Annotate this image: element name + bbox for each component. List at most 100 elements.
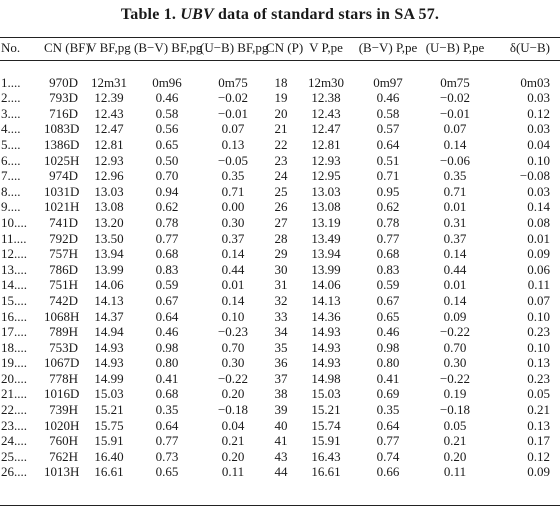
cell-bv-p: 0.41	[376, 370, 400, 386]
cell-cn-p: 39	[274, 402, 288, 418]
cell-bv-bf: 0.83	[155, 261, 179, 277]
cell-cn-p: 18	[274, 74, 288, 90]
cell-bv-p: 0.57	[376, 121, 400, 137]
cell-bv-p: 0.71	[376, 168, 400, 184]
cell-ub-p: 0.37	[443, 230, 467, 246]
header-rule	[0, 60, 560, 61]
cell-v-bf: 13.99	[94, 261, 124, 277]
cell-v-p: 12.38	[311, 90, 341, 106]
cell-bv-bf: 0.94	[155, 183, 179, 199]
cell-v-p: 16.43	[311, 448, 341, 464]
cell-ub-bf: 0.20	[221, 448, 245, 464]
cell-row-number: 20....	[1, 370, 27, 386]
table-row: 7.... 974D 12.96 0.70 0.35 24 12.95 0.71 0.35 −0.…	[0, 168, 560, 184]
cell-ub-p: 0.35	[443, 168, 467, 184]
cell-ub-p: −0.18	[439, 402, 471, 418]
cell-cn-bf: 742D	[49, 292, 78, 308]
cell-v-bf: 12.47	[94, 121, 124, 137]
cell-row-number: 16....	[1, 308, 27, 324]
cell-ub-p: 0.14	[443, 246, 467, 262]
cell-cn-bf: 1083D	[44, 121, 80, 137]
cell-ub-p: 0.31	[443, 214, 467, 230]
cell-row-number: 26....	[1, 464, 27, 480]
cell-row-number: 5....	[1, 136, 21, 152]
cell-v-p: 12.93	[311, 152, 341, 168]
cell-bv-p: 0.58	[376, 105, 400, 121]
cell-v-p: 12.47	[311, 121, 341, 137]
cell-ub-p: −0.06	[439, 152, 471, 168]
cell-bv-bf: 0.59	[155, 277, 179, 293]
cell-cn-p: 21	[274, 121, 288, 137]
cell-ub-bf: 0.07	[221, 121, 245, 137]
cell-row-number: 23....	[1, 417, 27, 433]
cell-v-p: 13.03	[311, 183, 341, 199]
cell-bv-bf: 0.64	[155, 417, 179, 433]
cell-bv-bf: 0.50	[155, 152, 179, 168]
col-header-ub-bf: (U−B) BF,pg	[200, 40, 269, 56]
col-header-delta-ub: δ(U−B)	[509, 40, 550, 56]
cell-ub-bf: 0.44	[221, 261, 245, 277]
cell-bv-bf: 0.46	[155, 90, 179, 106]
cell-v-p: 15.03	[311, 386, 341, 402]
cell-bv-p: 0.69	[376, 386, 400, 402]
cell-ub-bf: 0.14	[221, 292, 245, 308]
cell-delta-ub: 0m03	[520, 74, 550, 90]
cell-row-number: 1....	[1, 74, 21, 90]
cell-bv-bf: 0.65	[155, 464, 179, 480]
cell-v-p: 14.98	[311, 370, 341, 386]
cell-bv-bf: 0m96	[152, 74, 182, 90]
table-row: 22.... 739H 15.21 0.35 −0.18 39 15.21 0.35 −0.18…	[0, 402, 560, 418]
cell-row-number: 4....	[1, 121, 21, 137]
cell-ub-p: 0.71	[443, 183, 467, 199]
cell-delta-ub: 0.03	[527, 90, 550, 106]
table-row: 1.... 970D 12m31 0m96 0m75 18 12m30 0m97 0m75 0m0…	[0, 75, 560, 91]
cell-delta-ub: −0.08	[519, 168, 550, 184]
cell-delta-ub: 0.14	[527, 199, 550, 215]
col-header-v-bf: V BF,pg	[87, 40, 131, 56]
cell-v-p: 16.61	[311, 464, 341, 480]
cell-bv-p: 0.77	[376, 230, 400, 246]
cell-ub-bf: 0.21	[221, 433, 245, 449]
cell-cn-p: 27	[274, 214, 288, 230]
cell-cn-p: 34	[274, 324, 288, 340]
cell-v-bf: 14.37	[94, 308, 124, 324]
col-header-cn-p: CN (P)	[266, 40, 304, 56]
cell-v-bf: 16.61	[94, 464, 124, 480]
cell-v-p: 13.99	[311, 261, 341, 277]
cell-row-number: 11....	[1, 230, 27, 246]
cell-ub-bf: −0.22	[217, 370, 249, 386]
cell-bv-p: 0.78	[376, 214, 400, 230]
cell-bv-p: 0.35	[376, 402, 400, 418]
cell-cn-p: 37	[274, 370, 288, 386]
cell-ub-bf: 0.01	[221, 277, 245, 293]
cell-ub-p: 0.44	[443, 261, 467, 277]
cell-bv-p: 0.66	[376, 464, 400, 480]
cell-row-number: 6....	[1, 152, 21, 168]
table-row: 18.... 753D 14.93 0.98 0.70 35 14.93 0.98 0.70 0.…	[0, 340, 560, 356]
cell-delta-ub: 0.09	[527, 464, 550, 480]
cell-bv-p: 0.80	[376, 355, 400, 371]
cell-bv-p: 0.46	[376, 90, 400, 106]
cell-v-p: 13.19	[311, 214, 341, 230]
cell-delta-ub: 0.07	[527, 292, 550, 308]
cell-bv-p: 0.74	[376, 448, 400, 464]
cell-v-bf: 12.93	[94, 152, 124, 168]
cell-delta-ub: 0.17	[527, 433, 550, 449]
cell-cn-p: 32	[274, 292, 288, 308]
cell-bv-bf: 0.67	[155, 292, 179, 308]
cell-row-number: 13....	[1, 261, 27, 277]
cell-ub-bf: −0.23	[217, 324, 249, 340]
cell-v-bf: 12.39	[94, 90, 124, 106]
cell-cn-p: 38	[274, 386, 288, 402]
cell-v-bf: 13.03	[94, 183, 124, 199]
cell-bv-p: 0.62	[376, 199, 400, 215]
cell-row-number: 24....	[1, 433, 27, 449]
cell-cn-bf: 762H	[49, 448, 78, 464]
cell-v-p: 14.93	[311, 324, 341, 340]
cell-ub-bf: 0.20	[221, 386, 245, 402]
cell-ub-bf: 0.35	[221, 168, 245, 184]
cell-row-number: 14....	[1, 277, 27, 293]
cell-cn-bf: 753D	[49, 339, 78, 355]
cell-ub-p: 0.11	[443, 464, 467, 480]
